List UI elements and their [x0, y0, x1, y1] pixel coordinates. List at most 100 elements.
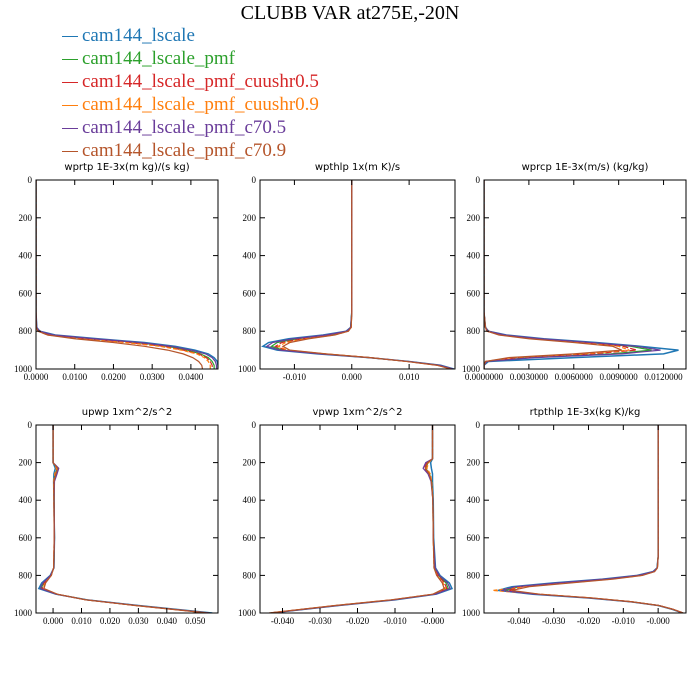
x-tick-label: 0.010: [399, 372, 420, 382]
series-line: [276, 180, 452, 369]
chart-panel: wpthlp 1x(m K)/s 0 200 400 600 800 1000 -0.010 0…: [238, 162, 456, 382]
y-tick-label: 1000: [14, 364, 33, 374]
series-line: [36, 180, 218, 369]
panel-title: vpwp 1xm^2/s^2: [312, 407, 402, 418]
y-tick-label: 200: [19, 458, 33, 468]
series-group: [36, 180, 218, 369]
x-tick-label: -0.000: [421, 616, 445, 626]
legend-item: cam144_lscale_pmf_c70.5: [62, 116, 319, 139]
y-tick-label: 200: [467, 213, 481, 223]
legend-label: cam144_lscale_pmf_c70.9: [82, 140, 287, 161]
chart-panel: wprcp 1E-3x(m/s) (kg/kg) 0 200 400 600 800 100…: [462, 162, 687, 382]
y-tick-label: 600: [467, 288, 481, 298]
y-tick-label: 200: [243, 458, 257, 468]
y-tick-label: 600: [467, 533, 481, 543]
y-tick-label: 1000: [238, 608, 257, 618]
x-tick-label: 0.010: [71, 616, 92, 626]
y-tick-label: 200: [243, 213, 257, 223]
series-line: [484, 180, 622, 369]
figure-title: CLUBB VAR at275E,-20N: [240, 2, 460, 24]
legend-label: cam144_lscale_pmf: [82, 48, 236, 69]
x-tick-label: 0.0100: [62, 372, 87, 382]
legend-item: cam144_lscale_pmf: [62, 47, 319, 70]
series-line: [271, 425, 454, 613]
series-group: [37, 425, 213, 613]
x-tick-label: 0.0000000: [465, 372, 504, 382]
x-tick-label: -0.010: [612, 616, 636, 626]
y-tick-label: 800: [19, 570, 33, 580]
legend-label: cam144_lscale: [82, 25, 195, 46]
series-line: [36, 180, 204, 369]
series-line: [497, 425, 683, 613]
plot-frame: [35, 179, 219, 370]
panel-title: wpthlp 1x(m K)/s: [315, 162, 400, 173]
x-tick-label: 0.0060000: [555, 372, 594, 382]
chart-panel: rtpthlp 1E-3x(kg K)/kg 0 200 400 600 800 1000 -…: [462, 407, 687, 626]
series-group: [492, 425, 684, 613]
x-tick-label: -0.040: [507, 616, 531, 626]
y-tick-label: 0: [28, 175, 33, 185]
y-tick-label: 800: [467, 326, 481, 336]
chart-panel: wprtp 1E-3x(m kg)/(s kg) 0 200 400 600 800 100…: [14, 162, 219, 382]
series-line: [271, 425, 451, 613]
plot-frame: [259, 179, 456, 370]
legend-swatch: [62, 82, 78, 84]
x-tick-label: -0.020: [346, 616, 370, 626]
legend-swatch: [62, 59, 78, 61]
x-tick-label: 0.0200: [101, 372, 126, 382]
panel-title: wprtp 1E-3x(m kg)/(s kg): [64, 162, 189, 173]
x-tick-label: -0.030: [542, 616, 566, 626]
series-line: [281, 180, 452, 369]
legend-item: cam144_lscale_pmf_cuushr0.9: [62, 93, 319, 116]
x-tick-label: 0.0120000: [644, 372, 683, 382]
plot-frame: [35, 424, 219, 614]
x-tick-label: 0.0400: [179, 372, 204, 382]
y-tick-label: 400: [19, 495, 33, 505]
plot-frame: [483, 179, 687, 370]
y-tick-label: 400: [243, 251, 257, 261]
y-tick-label: 400: [467, 495, 481, 505]
series-line: [39, 425, 210, 613]
x-tick-label: 0.050: [185, 616, 206, 626]
x-tick-label: -0.010: [283, 372, 307, 382]
series-line: [42, 425, 209, 613]
x-tick-label: 0.020: [100, 616, 121, 626]
series-line: [36, 180, 211, 369]
y-tick-label: 600: [243, 288, 257, 298]
series-line: [511, 425, 684, 613]
series-line: [269, 425, 447, 613]
chart-panel: vpwp 1xm^2/s^2 0 200 400 600 800 1000 -0.040 -0.…: [238, 407, 456, 626]
panel-title: upwp 1xm^2/s^2: [82, 407, 172, 418]
series-line: [484, 180, 661, 369]
x-tick-label: 0.030: [128, 616, 149, 626]
plot-frame: [483, 424, 687, 614]
x-tick-label: 0.000: [342, 372, 363, 382]
y-tick-label: 400: [243, 495, 257, 505]
legend-label: cam144_lscale_pmf_cuushr0.5: [82, 71, 319, 92]
y-tick-label: 400: [467, 251, 481, 261]
series-group: [268, 425, 454, 613]
y-tick-label: 1000: [238, 364, 257, 374]
series-line: [492, 425, 684, 613]
series-line: [268, 425, 445, 613]
y-tick-label: 0: [252, 420, 257, 430]
legend-item: cam144_lscale_pmf_cuushr0.5: [62, 70, 319, 93]
y-tick-label: 1000: [14, 608, 33, 618]
x-tick-label: -0.010: [383, 616, 407, 626]
legend-label: cam144_lscale_pmf_cuushr0.9: [82, 94, 319, 115]
y-tick-label: 600: [243, 533, 257, 543]
y-tick-label: 1000: [462, 608, 481, 618]
x-tick-label: 0.0000: [24, 372, 49, 382]
series-line: [43, 425, 208, 613]
legend-item: cam144_lscale: [62, 24, 319, 47]
series-line: [37, 425, 213, 613]
x-tick-label: -0.030: [308, 616, 332, 626]
panel-title: wprcp 1E-3x(m/s) (kg/kg): [522, 162, 649, 173]
y-tick-label: 800: [243, 326, 257, 336]
x-tick-label: -0.000: [647, 616, 671, 626]
y-tick-label: 0: [476, 420, 481, 430]
x-tick-label: 0.0300: [140, 372, 165, 382]
series-line: [270, 425, 450, 613]
y-tick-label: 800: [243, 570, 257, 580]
